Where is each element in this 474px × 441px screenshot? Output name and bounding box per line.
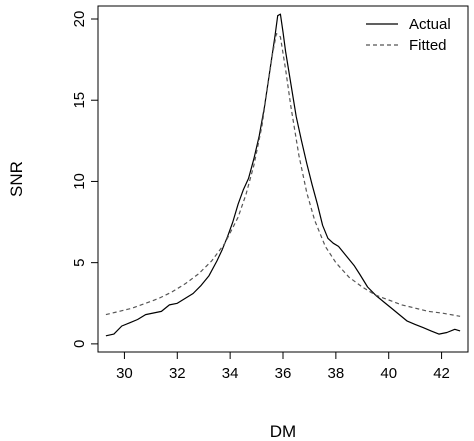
- x-tick-label: 32: [169, 365, 186, 382]
- y-tick-label: 5: [71, 258, 88, 266]
- y-tick-label: 20: [71, 11, 88, 28]
- y-axis: 0 5 10 15 20: [71, 11, 98, 348]
- legend-label-fitted: Fitted: [409, 37, 447, 54]
- x-tick-label: 30: [116, 365, 133, 382]
- legend-label-actual: Actual: [409, 16, 451, 33]
- y-tick-label: 10: [71, 173, 88, 190]
- series-layer: [105, 13, 461, 337]
- x-tick-label: 42: [433, 365, 450, 382]
- legend: Actual Fitted: [366, 16, 451, 54]
- x-axis: 30 32 34 36 38 40 42: [116, 352, 450, 382]
- x-tick-label: 40: [380, 365, 397, 382]
- y-axis-title: SNR: [7, 161, 26, 197]
- x-tick-label: 36: [275, 365, 292, 382]
- y-tick-label: 0: [71, 340, 88, 348]
- y-tick-label: 15: [71, 92, 88, 109]
- x-axis-title: DM: [270, 422, 296, 441]
- series-line-actual: [105, 13, 461, 337]
- series-line-fitted: [105, 32, 461, 317]
- x-tick-label: 34: [222, 365, 239, 382]
- x-tick-label: 38: [328, 365, 345, 382]
